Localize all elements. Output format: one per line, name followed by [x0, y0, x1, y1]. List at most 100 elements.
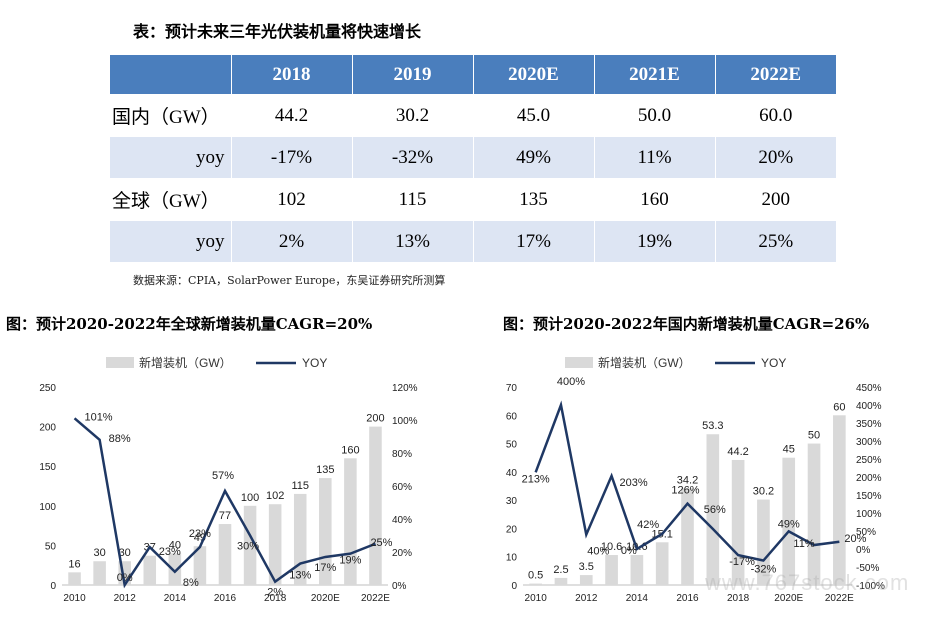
- line-data-label: 213%: [522, 473, 550, 485]
- line-data-label: 8%: [183, 577, 199, 589]
- yoy-line: [73, 417, 376, 589]
- table-row: yoy 2% 13% 17% 19% 25%: [110, 220, 836, 262]
- line-data-label: 101%: [84, 411, 112, 423]
- line-data-label: 20%: [844, 533, 866, 545]
- line-data-label: 56%: [704, 504, 726, 516]
- line-data-label: 0%: [621, 545, 637, 557]
- line-data-label: -32%: [751, 564, 777, 576]
- bar: [369, 426, 382, 585]
- table-cell: 50.0: [593, 94, 715, 137]
- chart-domestic-title: 图：预计2020-2022年国内新增装机量CAGR=26%: [503, 315, 870, 333]
- bar: [193, 546, 207, 585]
- watermark: www.767stock.com: [705, 570, 910, 595]
- table-title: 表：预计未来三年光伏装机量将快速增长: [133, 22, 422, 41]
- y-right-tick-label: 20%: [392, 548, 412, 559]
- table-cell: 2%: [230, 220, 352, 262]
- bar: [605, 555, 618, 585]
- y-right-tick-label: 450%: [856, 383, 882, 394]
- bar-data-label: 200: [366, 413, 384, 425]
- bar: [243, 505, 257, 585]
- bar-data-label: 10.6: [601, 541, 622, 553]
- line-data-label: 17%: [314, 562, 336, 574]
- y-left-tick-label: 200: [39, 423, 56, 434]
- y-right-tick-label: 200%: [856, 473, 882, 484]
- y-right-tick-label: -100%: [856, 581, 885, 592]
- legend-line-label: YOY: [761, 356, 786, 370]
- legend-bar-swatch: [565, 357, 593, 368]
- y-left-tick-label: 30: [506, 496, 518, 507]
- table-cell: 102: [230, 178, 352, 221]
- bar: [731, 459, 745, 585]
- table-cell: 25%: [714, 220, 836, 262]
- y-left-tick-label: 0: [511, 581, 517, 592]
- y-right-tick-label: 350%: [856, 419, 882, 430]
- y-right-tick-label: 100%: [856, 509, 882, 520]
- y-left-tick-label: 20: [506, 524, 518, 535]
- line-data-label: 23%: [159, 546, 181, 558]
- yoy-line: [534, 400, 840, 562]
- x-tick-label: 2018: [727, 593, 750, 604]
- x-tick-label: 2016: [676, 593, 699, 604]
- line-data-label: 13%: [289, 570, 311, 582]
- table-cell: 160: [593, 178, 715, 221]
- bar: [218, 524, 232, 585]
- bar-data-label: 53.3: [702, 420, 723, 432]
- y-left-tick-label: 250: [39, 383, 56, 394]
- table-cell: 30.2: [351, 94, 473, 137]
- bar: [757, 499, 770, 585]
- table-cell: 49%: [472, 136, 594, 179]
- y-left-tick-label: 150: [39, 462, 56, 473]
- bar: [93, 561, 106, 585]
- line-data-label: 126%: [671, 485, 699, 497]
- chart-domestic: 新增装机（GW） YOY 0 10 20 30 40 50 60 70 -100% -50% 0% 50%…: [506, 355, 885, 604]
- bar-data-label: 2.5: [553, 564, 568, 576]
- bar-data-label: 160: [341, 444, 359, 456]
- chart-global: 新增装机（GW） YOY 0 50 100 150 200 250 0% 20% 40% 60% 80%…: [39, 355, 417, 604]
- data-table: 2018 2019 2020E 2021E 2022E 国内（GW） 44.2 …: [110, 55, 836, 262]
- bar: [554, 577, 568, 585]
- x-tick-label: 2012: [114, 593, 137, 604]
- table-row-label: 全球（GW）: [110, 178, 231, 221]
- table-cell: 115: [351, 178, 473, 221]
- bar: [579, 575, 593, 585]
- x-tick-label: 2016: [214, 593, 237, 604]
- line-data-label: 0%: [117, 572, 133, 584]
- y-left-tick-label: 50: [45, 541, 57, 552]
- table-header-cell: [110, 55, 231, 95]
- bar-data-label: 44.2: [727, 446, 748, 458]
- bar: [168, 553, 182, 585]
- legend-line-label: YOY: [302, 356, 327, 370]
- y-right-tick-label: -50%: [856, 563, 879, 574]
- y-left-tick-label: 70: [506, 383, 518, 394]
- line-data-label: 88%: [109, 433, 131, 445]
- y-left-tick-label: 10: [506, 553, 518, 564]
- x-tick-label: 2012: [575, 593, 598, 604]
- bar-data-label: 102: [266, 490, 284, 502]
- line-data-label: 400%: [557, 376, 585, 388]
- table-header-cell: 2022E: [714, 55, 836, 95]
- table-row: 国内（GW） 44.2 30.2 45.0 50.0 60.0: [110, 94, 836, 137]
- bar-data-label: 50: [808, 430, 820, 442]
- table-header-cell: 2021E: [593, 55, 715, 95]
- bar-data-label: 77: [219, 510, 231, 522]
- line-data-label: 57%: [212, 470, 234, 482]
- table-cell: 11%: [593, 136, 715, 179]
- bar-data-label: 34.2: [677, 474, 698, 486]
- line-data-label: 40%: [587, 546, 609, 558]
- y-right-tick-label: 50%: [856, 527, 876, 538]
- bar-data-label: 30: [93, 547, 105, 559]
- bar-data-label: 100: [241, 492, 259, 504]
- y-right-tick-label: 60%: [392, 482, 412, 493]
- bar: [529, 583, 542, 585]
- y-left-tick-label: 50: [506, 440, 518, 451]
- bar: [807, 443, 821, 585]
- table-row-label: yoy: [110, 220, 231, 262]
- bar: [655, 542, 669, 585]
- y-right-tick-label: 250%: [856, 455, 882, 466]
- table-header-row: 2018 2019 2020E 2021E 2022E: [110, 55, 836, 95]
- bar-data-label: 60: [833, 401, 845, 413]
- chart-global-title: 图：预计2020-2022年全球新增装机量CAGR=20%: [6, 315, 373, 333]
- legend-bar-label: 新增装机（GW）: [598, 355, 691, 370]
- y-left-tick-label: 60: [506, 411, 518, 422]
- y-right-tick-label: 0%: [392, 581, 407, 592]
